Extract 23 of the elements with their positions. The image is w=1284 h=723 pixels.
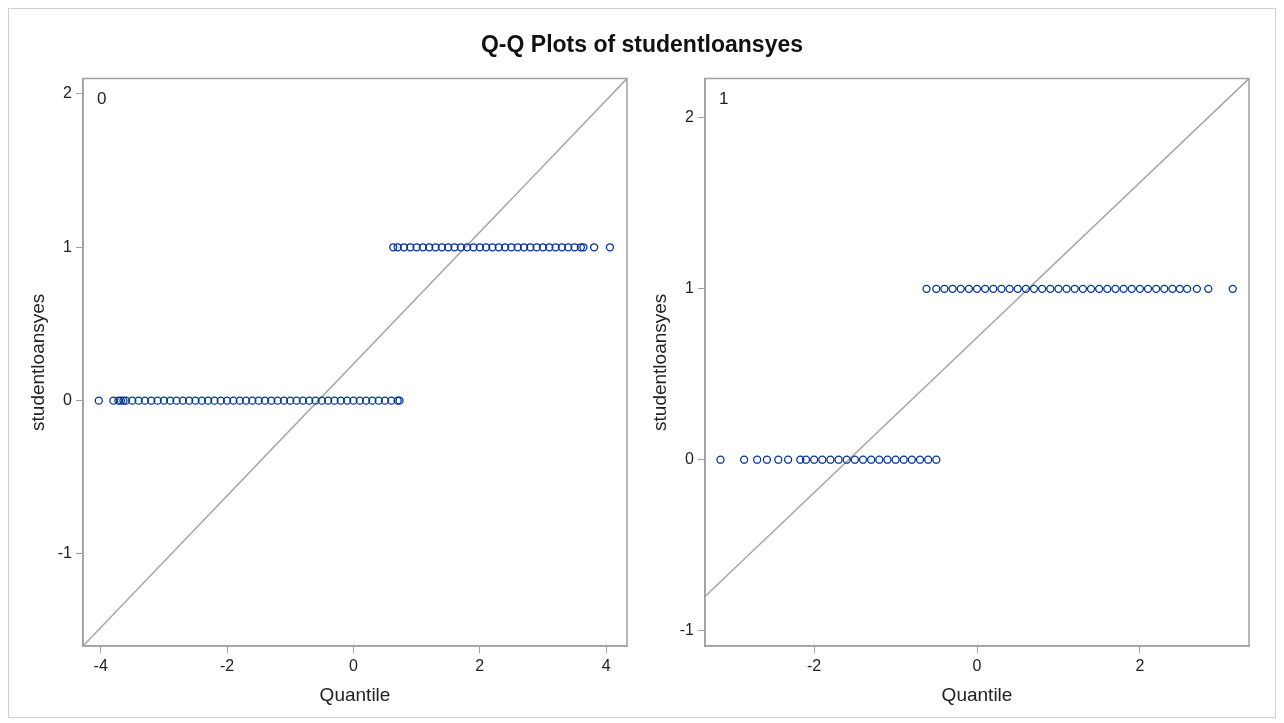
x-axis-title: Quantile: [319, 683, 391, 705]
x-tick-label: -4: [93, 657, 108, 675]
y-tick-label: 0: [63, 391, 73, 409]
x-tick-label: 4: [601, 657, 611, 675]
y-tick-label: 2: [63, 84, 73, 102]
y-tick-label: 1: [63, 237, 73, 255]
x-tick-label: 0: [972, 657, 982, 675]
chart-title: Q-Q Plots of studentloansyes: [479, 31, 804, 58]
x-tick-label: 2: [475, 657, 485, 675]
y-tick-label: -1: [57, 544, 73, 562]
annotation: 1: [719, 88, 729, 108]
annotation: 0: [97, 88, 107, 108]
y-tick-label: 1: [685, 279, 695, 297]
y-tick-label: 0: [685, 450, 695, 468]
y-axis-title: studentloansyes: [648, 293, 670, 431]
y-tick-label: -1: [679, 621, 695, 639]
x-axis-title: Quantile: [941, 683, 1013, 705]
x-tick-label: -2: [219, 657, 235, 675]
y-tick-label: 2: [685, 108, 695, 126]
x-tick-label: 0: [348, 657, 358, 675]
y-axis-title: studentloansyes: [26, 293, 48, 431]
x-tick-label: -2: [807, 657, 822, 675]
x-tick-label: 2: [1135, 657, 1145, 675]
